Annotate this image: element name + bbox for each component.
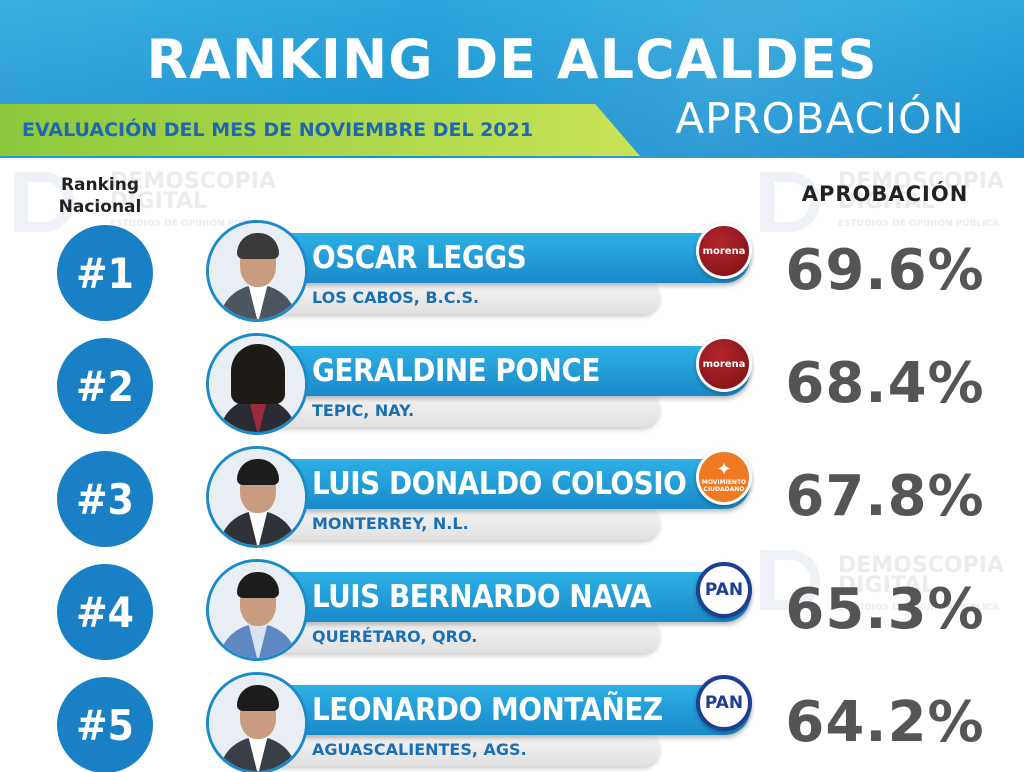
morena-logo-icon: morena	[696, 336, 752, 392]
watermark-line1: DEMOSCOPIA	[110, 169, 276, 194]
watermark-text: DEMOSCOPIA DIGITAL ESTUDIOS DE OPINIÓN P…	[838, 553, 1004, 618]
watermark-line3: ESTUDIOS DE OPINIÓN PÚBLICA	[110, 219, 272, 229]
rank-label-line2: Nacional	[58, 197, 142, 217]
watermark-text: DEMOSCOPIA DIGITAL ESTUDIOS DE OPINIÓN P…	[838, 169, 1004, 234]
page-title: RANKING DE ALCALDES	[146, 28, 878, 91]
watermark-line3: ESTUDIOS DE OPINIÓN PÚBLICA	[838, 219, 1000, 229]
ranking-row-4: #4 LUIS BERNARDO NAVA QUERÉTARO, QRO. PA…	[0, 557, 1024, 669]
eagle-icon: ✦	[716, 459, 732, 480]
rank-badge: #2	[57, 338, 153, 434]
name-bar	[248, 459, 750, 509]
approval-heading: APROBACIÓN	[675, 94, 965, 143]
mayor-name: LEONARDO MONTAÑEZ	[312, 692, 663, 728]
mayor-photo	[206, 333, 308, 435]
movimiento-ciudadano-logo-icon: ✦ MOVIMIENTO CIUDADANO	[696, 449, 752, 505]
rank-badge: #3	[57, 451, 153, 547]
watermark-line2: DIGITAL	[110, 189, 208, 214]
location-bar	[248, 278, 660, 314]
ranking-row-3: #3 LUIS DONALDO COLOSIO MONTERREY, N.L. …	[0, 444, 1024, 556]
morena-logo-icon: morena	[696, 223, 752, 279]
mayor-name: LUIS BERNARDO NAVA	[312, 579, 652, 615]
approval-column-label: APROBACIÓN	[801, 182, 969, 206]
watermark-logo-icon	[760, 550, 820, 610]
watermark-line1: DEMOSCOPIA	[838, 169, 1004, 194]
watermark-line3: ESTUDIOS DE OPINIÓN PÚBLICA	[838, 603, 1000, 613]
watermark-logo-icon	[760, 172, 820, 232]
mayor-photo	[206, 672, 308, 772]
party-name: MOVIMIENTO CIUDADANO	[701, 479, 747, 493]
pan-logo-icon: PAN	[696, 675, 752, 731]
rank-label-line1: Ranking	[60, 175, 140, 195]
approval-percent: 67.8%	[785, 464, 985, 529]
subtitle-band	[0, 104, 640, 156]
header-banner: RANKING DE ALCALDES EVALUACIÓN DEL MES D…	[0, 0, 1024, 158]
mayor-name: LUIS DONALDO COLOSIO	[312, 466, 687, 502]
mayor-photo	[206, 446, 308, 548]
mayor-name: OSCAR LEGGS	[312, 240, 527, 276]
approval-percent: 69.6%	[785, 238, 985, 303]
ranking-row-1: #1 OSCAR LEGGS LOS CABOS, B.C.S. morena …	[0, 218, 1024, 330]
mayor-city: QUERÉTARO, QRO.	[312, 627, 478, 646]
name-bar	[248, 685, 750, 735]
pan-logo-icon: PAN	[696, 562, 752, 618]
mayor-photo	[206, 559, 308, 661]
location-bar	[248, 391, 660, 427]
mayor-city: LOS CABOS, B.C.S.	[312, 288, 480, 307]
mayor-city: MONTERREY, N.L.	[312, 514, 469, 533]
name-bar	[248, 233, 750, 283]
watermark-text: DEMOSCOPIA DIGITAL ESTUDIOS DE OPINIÓN P…	[110, 169, 276, 234]
ranking-row-2: #2 GERALDINE PONCE TEPIC, NAY. morena 68…	[0, 331, 1024, 443]
approval-percent: 68.4%	[785, 351, 985, 416]
location-bar	[248, 617, 660, 653]
watermark-line1: DEMOSCOPIA	[838, 553, 1004, 578]
mayor-name: GERALDINE PONCE	[312, 353, 600, 389]
rank-column-label: Ranking Nacional	[40, 174, 160, 218]
watermark-logo-icon	[14, 172, 74, 232]
rank-badge: #4	[57, 564, 153, 660]
approval-percent: 65.3%	[785, 577, 985, 642]
watermark-line2: DIGITAL	[838, 189, 936, 214]
rank-badge: #1	[57, 225, 153, 321]
location-bar	[248, 504, 660, 540]
ranking-row-5: #5 LEONARDO MONTAÑEZ AGUASCALIENTES, AGS…	[0, 670, 1024, 772]
name-bar	[248, 572, 750, 622]
approval-percent: 64.2%	[785, 690, 985, 755]
mayor-city: AGUASCALIENTES, AGS.	[312, 740, 527, 759]
mayor-city: TEPIC, NAY.	[312, 401, 415, 420]
page-subtitle: EVALUACIÓN DEL MES DE NOVIEMBRE DEL 2021	[22, 119, 534, 141]
name-bar	[248, 346, 750, 396]
location-bar	[248, 730, 660, 766]
mayor-photo	[206, 220, 308, 322]
rank-badge: #5	[57, 677, 153, 772]
watermark-line2: DIGITAL	[838, 573, 936, 598]
